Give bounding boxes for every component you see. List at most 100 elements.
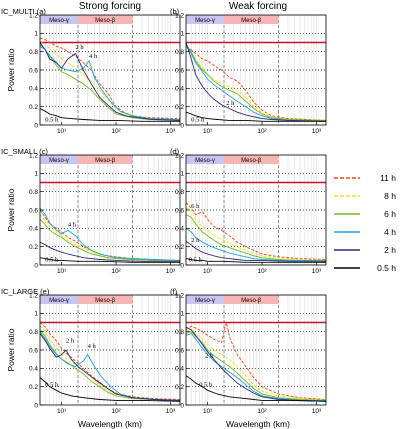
x-tick-label: 10² (111, 408, 121, 415)
y-tick-label: 1.2 (175, 292, 184, 299)
y-tick-label: 0.6 (29, 347, 38, 354)
panel-e: Meso-γ Meso-β 2 h 4 h 0.5 h 0 0.2 0.4 0.6 0.8 1 1.2… (1, 287, 181, 415)
panel-letter: (b) (170, 7, 180, 16)
y-tick-label: 0 (180, 262, 184, 269)
panel-f: Meso-γ Meso-β 2 h 0.5 h 0 0.2 0.4 0.6 0.8 1 1.2 10¹… (170, 287, 327, 415)
band-label: Meso-γ (49, 158, 69, 164)
y-tick-label: 0.8 (175, 49, 184, 56)
y-tick-label: 0.2 (29, 244, 38, 251)
annotation-label: 4 h (89, 53, 98, 60)
annotation-label: 0.5 h (45, 382, 59, 389)
y-tick-label: 0.2 (29, 384, 38, 391)
series-line-2-h (185, 42, 327, 122)
xlabel-right: Wavelength (km) (226, 419, 290, 429)
y-tick-label: 1.2 (175, 152, 184, 159)
y-tick-label: 0.2 (175, 104, 184, 111)
y-tick-label: 0 (34, 402, 38, 409)
band-meso-gamma (40, 295, 79, 304)
y-tick-label: 0.6 (29, 67, 38, 74)
y-tick-label: 0.6 (29, 207, 38, 214)
x-tick-label: 10¹ (203, 268, 213, 275)
x-tick-label: 10² (257, 128, 267, 135)
y-tick-label: 0.8 (29, 329, 38, 336)
legend-label: 4 h (384, 227, 396, 237)
y-tick-label: 0.2 (175, 384, 184, 391)
y-tick-label: 1.2 (29, 12, 38, 19)
x-tick-label: 10¹ (203, 128, 213, 135)
band-label: Meso-γ (195, 18, 215, 24)
series-line-11-h (185, 322, 327, 400)
x-tick-label: 10² (111, 128, 121, 135)
x-tick-label: 10¹ (57, 408, 67, 415)
y-tick-label: 0.8 (175, 329, 184, 336)
series-line-4-h (39, 45, 181, 120)
band-meso-gamma (186, 15, 225, 24)
x-tick-label: 10³ (312, 408, 322, 415)
x-tick-label: 10³ (312, 268, 322, 275)
series-line-8-h (39, 40, 181, 120)
ylabel: Power ratio (6, 188, 16, 231)
row-title: IC_SMALL (c) (1, 147, 48, 156)
series-line-0-5-h (185, 375, 327, 402)
xlabel-left: Wavelength (km) (78, 419, 142, 429)
y-tick-label: 0.6 (175, 347, 184, 354)
y-tick-label: 0.4 (29, 226, 38, 233)
series-line-6-h (39, 218, 180, 261)
legend-label: 8 h (384, 191, 396, 201)
annotation-label: 0.5 h (191, 116, 205, 123)
series-line-11-h (185, 46, 327, 121)
annotation-label: 6 h (191, 203, 200, 210)
y-tick-label: 0.8 (29, 189, 38, 196)
col-title-strong: Strong forcing (79, 1, 141, 12)
y-tick-label: 1 (180, 311, 184, 318)
band-meso-beta (224, 295, 279, 304)
series-line-6-h (39, 329, 181, 401)
panel-a: Meso-γ Meso-β 2 h 4 h 0.5 h 0 0.2 0.4 0.6 0.8 1 1.2… (1, 7, 181, 135)
band-meso-beta (224, 155, 279, 164)
band-meso-beta (78, 295, 133, 304)
series-line-0-5-h (39, 257, 180, 263)
band-meso-gamma (40, 155, 79, 164)
series-line-2-h (39, 241, 180, 262)
series-line-0-5-h (39, 377, 181, 402)
legend-label: 11 h (380, 173, 396, 183)
series-line-0-5-h (39, 108, 180, 122)
y-tick-label: 1 (180, 171, 184, 178)
y-tick-label: 0 (180, 122, 184, 129)
y-tick-label: 0 (34, 122, 38, 129)
x-tick-label: 10¹ (57, 268, 67, 275)
series-line-11-h (185, 202, 327, 260)
x-tick-label: 10¹ (57, 128, 67, 135)
y-tick-label: 0 (180, 402, 184, 409)
band-label: Meso-γ (49, 298, 69, 304)
band-meso-beta (78, 15, 133, 24)
band-meso-gamma (40, 15, 79, 24)
y-tick-label: 1 (34, 171, 38, 178)
x-tick-label: 10² (257, 268, 267, 275)
y-tick-label: 0.4 (29, 86, 38, 93)
series-line-6-h (185, 44, 327, 121)
annotation-label: 2 h (205, 352, 214, 359)
y-tick-label: 1.2 (29, 152, 38, 159)
y-tick-label: 0.8 (175, 189, 184, 196)
x-tick-label: 10¹ (203, 408, 213, 415)
panel-letter: (d) (170, 147, 180, 156)
panel-d: Meso-γ Meso-β 6 h 2 h 0.5 h 0 0.2 0.4 0.6 0.8 1 1.2… (170, 147, 327, 275)
series-line-8-h (185, 207, 327, 261)
y-tick-label: 1 (34, 311, 38, 318)
y-tick-label: 0.4 (175, 366, 184, 373)
series-line-2-h (185, 326, 327, 402)
series-line-2-h (39, 42, 181, 121)
x-tick-label: 10³ (312, 128, 322, 135)
x-tick-label: 10³ (166, 408, 176, 415)
y-tick-label: 1 (34, 31, 38, 38)
band-label: Meso-γ (195, 158, 215, 164)
row-title: IC_MULTI (a) (1, 7, 46, 16)
band-label: Meso-β (95, 298, 116, 304)
legend-label: 2 h (384, 245, 396, 255)
y-tick-label: 1 (180, 31, 184, 38)
x-tick-label: 10² (111, 268, 121, 275)
annotation-label: 0.5 h (45, 256, 59, 263)
panels: Meso-γ Meso-β 2 h 4 h 0.5 h 0 0.2 0.4 0.6 0.8 1 1.2… (1, 7, 327, 415)
